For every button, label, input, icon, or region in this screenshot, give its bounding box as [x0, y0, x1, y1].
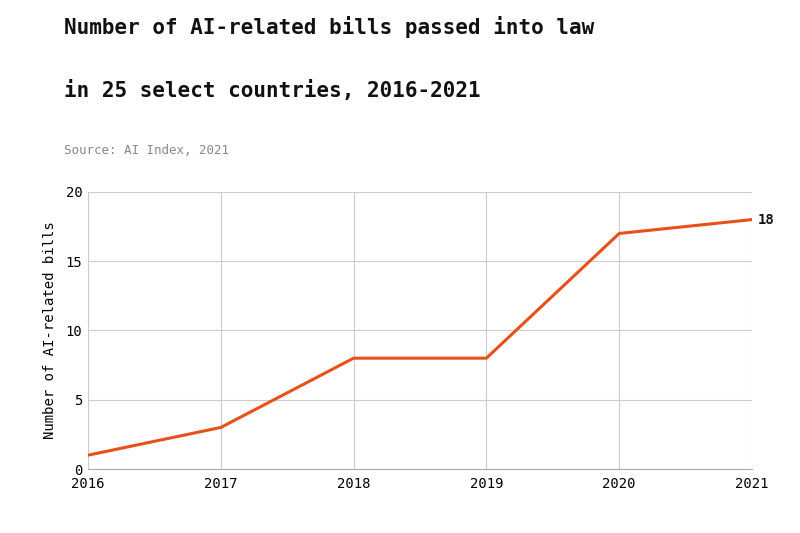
Text: Number of AI-related bills passed into law: Number of AI-related bills passed into l…	[64, 16, 594, 38]
Y-axis label: Number of AI-related bills: Number of AI-related bills	[43, 222, 58, 439]
Text: 18: 18	[758, 213, 774, 227]
Text: in 25 select countries, 2016-2021: in 25 select countries, 2016-2021	[64, 80, 481, 101]
Text: Source: AI Index, 2021: Source: AI Index, 2021	[64, 144, 229, 157]
